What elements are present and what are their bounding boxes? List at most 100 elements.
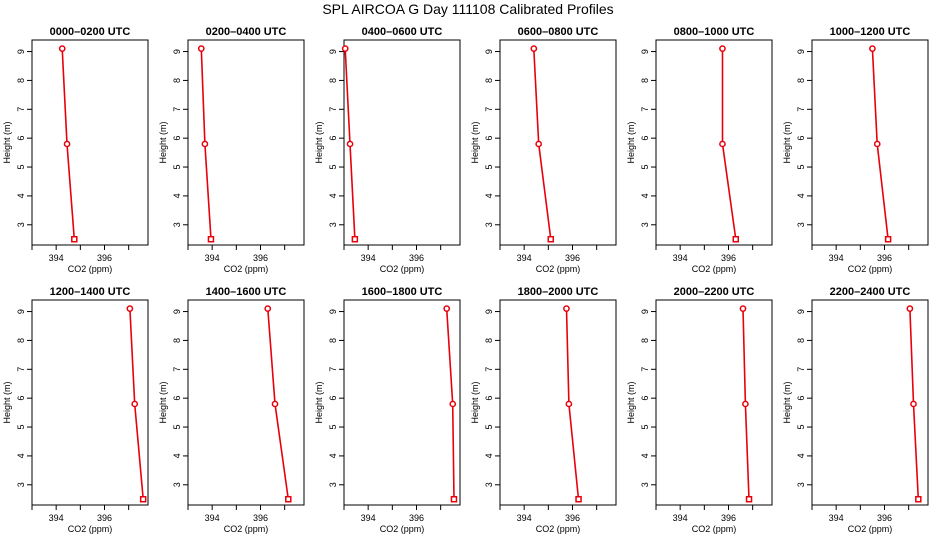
y-tick-label: 8 [328,78,338,83]
data-point [565,400,573,408]
data-point [563,305,570,313]
data-point [139,495,147,503]
y-tick-label: 8 [484,78,494,83]
y-tick-label: 8 [16,338,26,343]
data-point [443,305,451,313]
y-tick-label: 6 [640,396,650,401]
y-tick-label: 8 [796,338,806,343]
data-point [341,45,349,53]
x-tick-label: 396 [253,513,268,523]
y-tick-label: 7 [16,367,26,372]
y-tick-label: 4 [172,453,182,458]
y-tick-label: 6 [796,136,806,141]
y-axis-label: Height (m) [470,121,480,163]
y-tick-label: 9 [796,49,806,54]
y-tick-label: 9 [484,49,494,54]
panel: 1400–1600 UTC 394 396 3 4 5 6 7 8 9 CO2 (ppm) Heigh… [158,286,305,534]
panel-title: 0600–0800 UTC [518,26,599,38]
y-tick-label: 4 [16,193,26,198]
data-point [742,400,749,408]
y-tick-label: 5 [328,165,338,170]
plot-frame [343,39,461,246]
y-tick-label: 7 [640,107,650,112]
y-tick-label: 4 [328,193,338,198]
y-tick-label: 3 [484,222,494,227]
data-point [71,235,78,243]
y-tick-label: 6 [640,136,650,141]
y-tick-label: 3 [640,222,650,227]
panel: 1800–2000 UTC 394 396 3 4 5 6 7 8 9 CO2 (ppm) Heigh… [470,286,617,534]
plot-frame [499,299,617,506]
plot-frame [31,39,149,246]
y-tick-label: 7 [796,367,806,372]
y-axis-label: Height (m) [158,121,168,163]
y-tick-label: 7 [172,367,182,372]
y-tick-label: 4 [640,193,650,198]
y-tick-label: 3 [328,482,338,487]
plot-frame [343,299,461,506]
y-tick-label: 7 [484,107,494,112]
y-tick-label: 7 [328,367,338,372]
x-tick-label: 396 [409,513,424,523]
y-tick-label: 8 [484,338,494,343]
panel-title: 1400–1600 UTC [206,286,287,298]
y-tick-label: 3 [16,222,26,227]
x-tick-label: 396 [253,253,268,263]
y-tick-label: 5 [172,425,182,430]
y-tick-label: 5 [328,425,338,430]
y-tick-label: 4 [328,453,338,458]
x-axis-label: CO2 (ppm) [536,524,581,534]
y-tick-label: 7 [484,367,494,372]
x-tick-label: 394 [205,253,220,263]
plot-frame [811,39,929,246]
panel: 1000–1200 UTC 394 396 3 4 5 6 7 8 9 CO2 (ppm) Heigh… [782,26,929,274]
y-axis-label: Height (m) [314,121,324,163]
plot-frame [187,39,305,246]
y-tick-label: 6 [484,396,494,401]
panel: 0600–0800 UTC 394 396 3 4 5 6 7 8 9 CO2 (ppm) Heigh… [470,26,617,274]
y-tick-label: 7 [640,367,650,372]
panel: 0400–0600 UTC 394 396 3 4 5 6 7 8 9 CO2 (ppm) Heigh… [314,26,461,274]
plot-frame [655,299,773,506]
data-point [732,235,739,243]
y-tick-label: 4 [484,193,494,198]
data-point [906,305,914,313]
data-point [285,495,292,503]
y-tick-label: 4 [484,453,494,458]
data-point [449,400,457,408]
y-tick-label: 9 [172,309,182,314]
y-tick-label: 9 [640,49,650,54]
data-point [58,45,66,53]
y-tick-label: 5 [796,425,806,430]
panel-title: 1600–1800 UTC [362,286,443,298]
x-axis-label: CO2 (ppm) [68,524,113,534]
x-tick-label: 394 [361,513,376,523]
y-tick-label: 9 [16,49,26,54]
data-point [197,45,205,53]
x-axis-label: CO2 (ppm) [380,264,425,274]
y-tick-label: 9 [796,309,806,314]
y-tick-label: 9 [328,309,338,314]
panel: 0800–1000 UTC 394 396 3 4 5 6 7 8 9 CO2 (ppm) Heigh… [626,26,773,274]
y-tick-label: 8 [640,78,650,83]
panel-title: 1000–1200 UTC [830,26,911,38]
data-point [739,305,747,313]
x-tick-label: 396 [721,253,736,263]
x-axis-label: CO2 (ppm) [692,264,737,274]
y-tick-label: 5 [640,165,650,170]
data-point [535,140,543,148]
y-tick-label: 8 [796,78,806,83]
y-axis-label: Height (m) [2,121,12,163]
y-tick-label: 5 [16,165,26,170]
x-tick-label: 396 [409,253,424,263]
plot-frame [811,299,929,506]
plot-frame [31,299,149,506]
data-point [346,140,354,148]
data-point [264,305,272,313]
panel-title: 2000–2200 UTC [674,286,755,298]
y-tick-label: 3 [328,222,338,227]
y-tick-label: 3 [640,482,650,487]
data-point [869,45,876,53]
data-point [719,45,726,53]
x-tick-label: 396 [721,513,736,523]
